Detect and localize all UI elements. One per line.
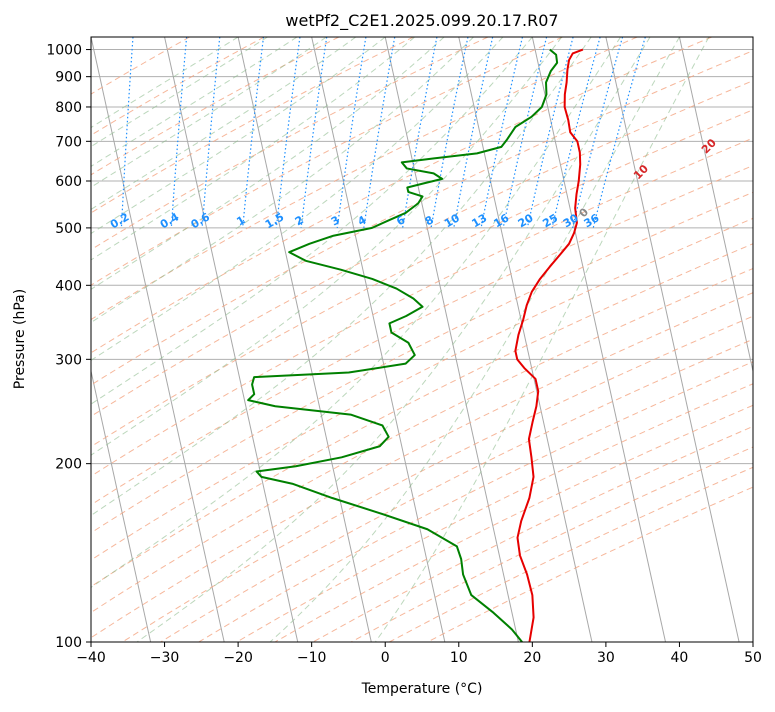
mixing-ratio-line: [275, 37, 301, 228]
x-tick-label: −30: [150, 650, 180, 666]
x-tick-label: −20: [223, 650, 253, 666]
mixing-ratio-line: [430, 37, 469, 229]
dry-adiabat-line: [91, 37, 712, 354]
y-tick-label: 400: [55, 278, 82, 294]
x-tick-label: 0: [381, 650, 390, 666]
x-tick-label: 10: [450, 650, 468, 666]
x-tick-label: 50: [744, 650, 762, 666]
tick-layer: −40 −30 −20 −10 0 10 20 30 40 50 100 200 300 400 500 60…: [46, 43, 762, 666]
dry-adiabat-line: [91, 165, 753, 506]
moist-adiabat-line: [91, 37, 327, 188]
y-tick-label: 300: [55, 352, 82, 368]
isotherm-line: [384, 37, 519, 642]
x-tick-label: 20: [523, 650, 541, 666]
moist-adiabat-line: [91, 37, 445, 290]
mixing-ratio-line: [242, 37, 265, 228]
dry-adiabat-line: [91, 37, 638, 321]
y-tick-label: 800: [55, 100, 82, 116]
isotherm-line: [458, 37, 593, 642]
isotherm-line: [605, 37, 740, 642]
dry-adiabat-line: [198, 361, 753, 642]
mixing-ratio-line: [526, 37, 574, 229]
y-tick-label: 900: [55, 70, 82, 86]
mixing-ratio-line: [480, 37, 524, 229]
series-layer: [247, 48, 584, 642]
isotherm-line: [237, 37, 372, 642]
y-tick-label: 1000: [46, 43, 82, 59]
mixing-ratio-line: [551, 37, 601, 229]
isotherm-line: [164, 37, 299, 642]
dry-adiabat-line: [91, 37, 190, 95]
y-axis-label: Pressure (hPa): [12, 289, 28, 389]
dry-adiabat-line: [91, 292, 753, 639]
moist-adiabat-line: [91, 37, 474, 324]
y-tick-label: 500: [55, 221, 82, 237]
mixing-ratio-line: [502, 37, 548, 229]
grid-layer: [91, 37, 753, 642]
dewpoint-profile-line: [247, 48, 559, 642]
isotherm-line: [91, 37, 225, 642]
mixing-ratio-line: [201, 37, 221, 228]
y-tick-label: 700: [55, 134, 82, 150]
isotherm-line: [91, 368, 152, 642]
mixing-ratio-line: [592, 37, 646, 229]
mixing-ratio-line: [571, 37, 624, 229]
y-tick-label: 100: [55, 635, 82, 651]
dry-adiabat-line: [91, 80, 753, 417]
plot-frame: [90, 36, 754, 643]
isotherm-line: [678, 37, 753, 374]
x-tick-label: −40: [76, 650, 106, 666]
x-tick-label: −10: [297, 650, 327, 666]
moist-adiabat-line: [91, 37, 563, 456]
y-tick-label: 600: [55, 174, 82, 190]
moist-adiabat-line: [91, 37, 386, 235]
dry-adiabat-line: [91, 137, 753, 477]
moist-adiabat-line: [91, 37, 592, 517]
y-tick-label: 200: [55, 457, 82, 473]
x-axis-label: Temperature (°C): [361, 681, 483, 697]
moist-adiabat-line: [91, 37, 357, 211]
dry-adiabat-line: [91, 37, 414, 214]
chart-title: wetPf2_C2E1.2025.099.20.17.R07: [285, 11, 558, 31]
dry-adiabat-line: [91, 267, 753, 614]
dry-adiabat-line: [91, 191, 753, 534]
moist-adiabat-line: [136, 37, 651, 642]
moist-adiabat-line: [91, 37, 622, 589]
isotherm-line: [311, 37, 446, 642]
dry-adiabat-line: [91, 109, 753, 448]
mixing-ratio-line: [453, 37, 494, 229]
temperature-profile-line: [514, 48, 584, 642]
moist-adiabat-line: [374, 37, 710, 642]
mixing-ratio-line: [336, 37, 367, 228]
dry-adiabat-line: [160, 338, 753, 642]
x-tick-label: 40: [671, 650, 689, 666]
moist-adiabat-line: [91, 37, 239, 129]
mixing-ratio-line: [170, 37, 188, 228]
mixing-ratio-line: [300, 37, 328, 228]
moist-adiabat-line: [91, 37, 533, 405]
x-tick-label: 30: [597, 650, 615, 666]
dry-adiabat-line: [91, 37, 340, 176]
